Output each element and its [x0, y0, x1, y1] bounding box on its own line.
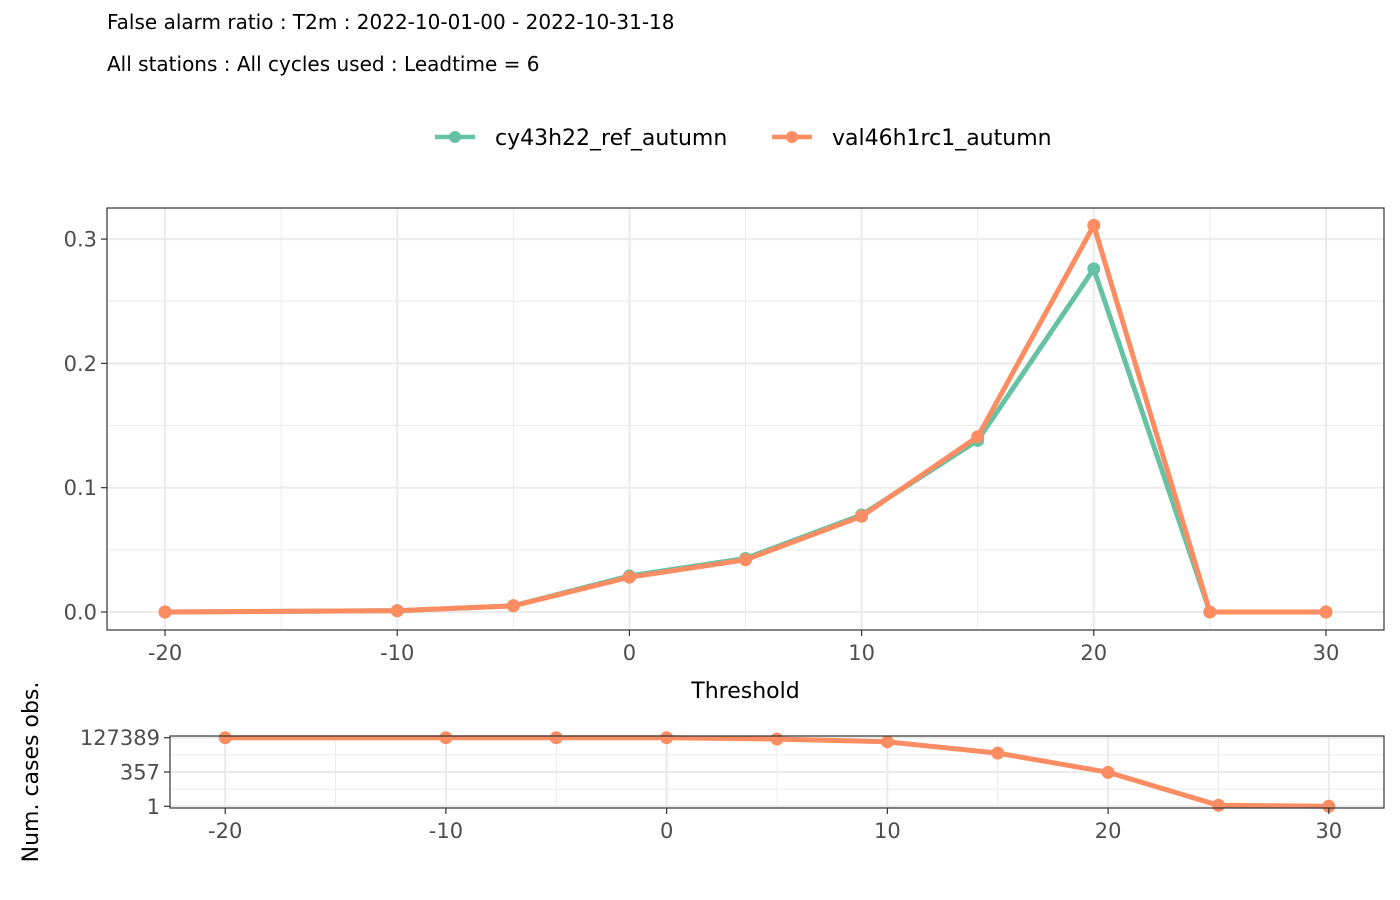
data-point	[1101, 765, 1115, 779]
x-tick-label: 30	[1315, 819, 1342, 843]
x-tick-label: 20	[1080, 641, 1107, 665]
x-tick-label: 10	[848, 641, 875, 665]
chart-title: False alarm ratio : T2m : 2022-10-01-00 …	[107, 10, 675, 34]
data-point	[660, 731, 674, 745]
legend-key-point	[786, 131, 798, 143]
data-point	[506, 599, 520, 613]
data-point	[991, 746, 1005, 760]
data-point	[971, 430, 985, 444]
data-point	[1087, 262, 1101, 276]
x-tick-label: 20	[1095, 819, 1122, 843]
data-point	[622, 570, 636, 584]
panel-border	[106, 207, 1385, 631]
y-tick-label: 357	[120, 761, 160, 785]
legend-key-point	[449, 131, 461, 143]
x-tick-label: -10	[429, 819, 463, 843]
data-point	[549, 731, 563, 745]
data-point	[739, 553, 752, 567]
x-tick-label: 30	[1313, 641, 1340, 665]
legend-label: cy43h22_ref_autumn	[495, 126, 727, 151]
y-tick-label: 0.3	[64, 228, 97, 252]
data-point	[1087, 218, 1101, 232]
x-tick-label: 0	[623, 641, 636, 665]
data-point	[218, 731, 232, 745]
legend-label: val46h1rc1_autumn	[832, 126, 1052, 151]
y-axis-title: Num. cases obs.	[19, 682, 44, 863]
x-tick-label: -10	[380, 641, 414, 665]
x-tick-label: -20	[208, 819, 242, 843]
x-axis-title: Threshold	[690, 679, 799, 704]
data-point	[1322, 799, 1336, 813]
data-point	[158, 605, 172, 619]
data-point	[1211, 798, 1225, 812]
y-tick-label: 1	[147, 795, 160, 819]
y-tick-label: 0.0	[64, 600, 97, 624]
chart-subtitle: All stations : All cycles used : Leadtim…	[107, 52, 540, 76]
data-point	[880, 735, 894, 749]
data-point	[1203, 605, 1217, 619]
data-point	[390, 604, 404, 618]
data-point	[770, 732, 784, 746]
y-tick-label: 0.2	[64, 352, 97, 376]
x-tick-label: 10	[874, 819, 901, 843]
y-tick-label: 0.1	[64, 476, 97, 500]
data-point	[439, 731, 453, 745]
series-line	[225, 735, 1329, 809]
data-point	[855, 509, 869, 523]
x-tick-label: -20	[148, 641, 182, 665]
x-tick-label: 0	[660, 819, 673, 843]
y-tick-label: 127389	[80, 726, 160, 750]
series-line	[164, 222, 1326, 615]
data-point	[1319, 605, 1333, 619]
